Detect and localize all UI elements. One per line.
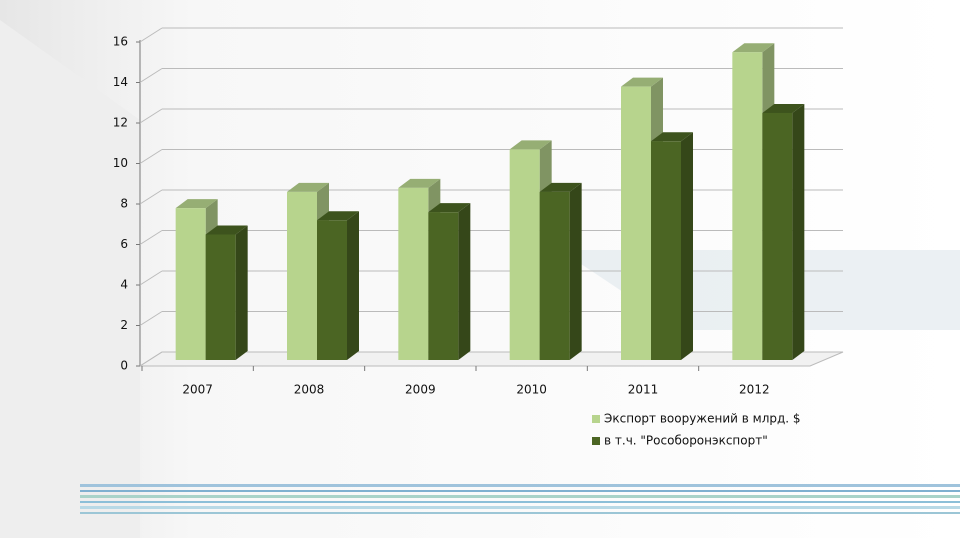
grid-line [139,230,163,245]
stripe [80,495,960,498]
bg-stripes [80,484,960,514]
bar-top [732,43,775,53]
bar [539,191,570,360]
bar-top [317,211,359,221]
grid-line [139,149,163,164]
stripe [80,506,960,509]
bar-top [205,225,248,235]
grid-line [139,108,163,124]
legend-swatch [592,437,600,445]
bar-top [762,103,805,113]
bar-top [651,132,693,142]
y-tick-label: 6 [120,237,128,251]
bg-shape [0,20,140,538]
stripe [80,501,960,503]
bar [428,212,459,360]
stripe [80,490,960,492]
x-tick-label: 2010 [516,383,547,397]
x-tick-label: 2011 [628,383,659,397]
grid-line [139,351,163,367]
x-tick-label: 2007 [182,383,213,397]
y-tick-label: 14 [113,75,128,89]
grid-line [139,27,163,43]
bar-side [347,211,359,360]
bar-top [428,203,471,213]
grid-line [139,68,163,83]
bar [398,187,429,360]
y-tick-label: 8 [120,197,128,211]
x-tick-label: 2008 [294,383,325,397]
y-tick-label: 10 [113,156,128,170]
bar-top [509,140,552,150]
bar [509,149,540,360]
y-tick-label: 16 [113,35,128,49]
bar [762,112,793,360]
y-tick-label: 0 [120,359,128,373]
bar-top [175,199,218,209]
bar [205,234,236,360]
bar-side [792,103,805,360]
x-tick-label: 2012 [739,383,770,397]
bar [317,220,347,360]
y-tick-label: 4 [120,278,128,292]
grid-line [139,270,163,286]
bar-side [235,225,248,360]
x-tick-label: 2009 [405,383,436,397]
legend-label: в т.ч. "Рособоронэкспорт" [604,434,768,448]
bar-top [621,77,663,87]
stripe [80,484,960,487]
bar [287,191,317,360]
y-tick-label: 12 [113,116,128,130]
legend-label: Экспорт вооружений в млрд. $ [604,412,801,426]
grid-line [139,189,163,205]
bar-side [458,203,471,360]
bar [621,86,651,360]
grid-line [139,311,163,326]
bar [175,208,206,360]
bar-side [681,132,693,360]
bar-top [398,178,441,188]
y-tick-label: 2 [120,318,128,332]
bar [732,52,763,360]
bar-top [539,182,582,192]
bar-top [287,182,329,192]
bar [651,141,681,360]
stripe [80,512,960,514]
legend-swatch [592,415,600,423]
bar-side [569,182,582,360]
